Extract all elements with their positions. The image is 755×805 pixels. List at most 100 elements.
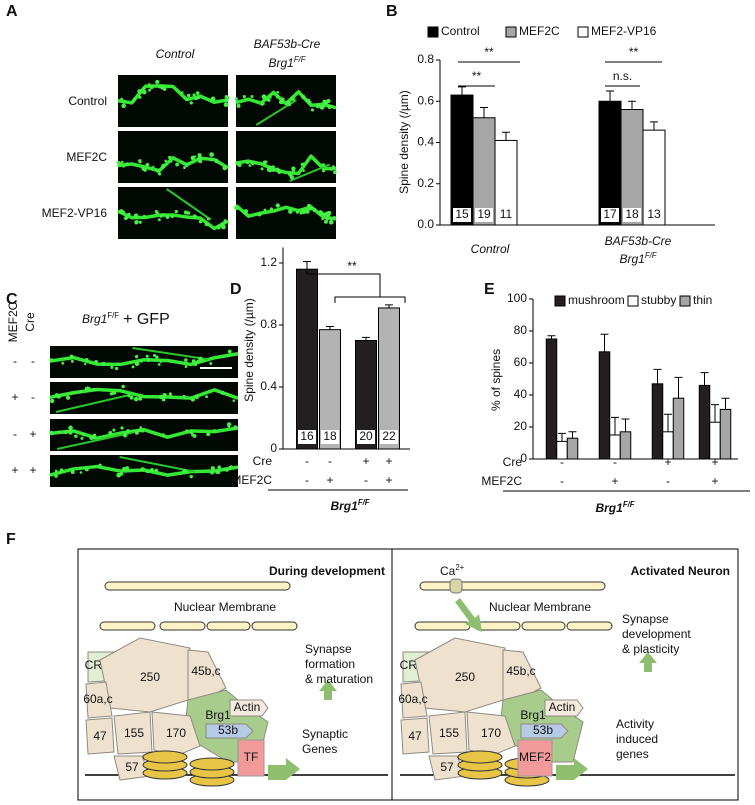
spine xyxy=(162,87,167,91)
spine xyxy=(57,430,61,434)
condition-label: Cre xyxy=(253,454,273,468)
bar xyxy=(296,268,318,450)
nuclear-membrane xyxy=(251,621,298,631)
sign: + xyxy=(362,454,369,468)
spine xyxy=(242,95,246,99)
spine xyxy=(54,469,58,473)
spine xyxy=(312,207,317,213)
spine xyxy=(65,395,71,400)
spine xyxy=(281,97,285,101)
nuclear-membrane xyxy=(566,621,613,631)
subunit-label: 170 xyxy=(166,726,186,740)
spine xyxy=(196,95,201,100)
ion-channel xyxy=(449,578,463,594)
spine xyxy=(275,203,280,208)
spine xyxy=(301,95,306,100)
count-box xyxy=(497,208,515,222)
spine xyxy=(262,160,267,165)
spine xyxy=(266,98,269,102)
spine xyxy=(120,97,124,101)
group-label-gene: Brg1 xyxy=(595,501,623,515)
dendrite-branch xyxy=(166,188,212,221)
spine xyxy=(117,362,120,366)
spine xyxy=(157,218,161,222)
spine xyxy=(260,167,264,171)
spine xyxy=(209,362,213,365)
outcome-label: formation xyxy=(305,657,355,671)
spine xyxy=(153,353,157,358)
count-box xyxy=(357,430,375,444)
spine xyxy=(192,214,197,219)
spine xyxy=(184,365,188,369)
count-label: 22 xyxy=(382,429,396,443)
count-box xyxy=(623,208,641,222)
spine xyxy=(234,97,238,101)
spine xyxy=(226,392,230,396)
y-tick-label: 0.8 xyxy=(260,317,277,331)
column-header: BAF53b-Cre xyxy=(254,37,321,51)
transcription-factor xyxy=(517,739,553,777)
panel-title: Brg1F/F + GFP xyxy=(82,311,170,329)
spine xyxy=(279,99,284,105)
spine xyxy=(261,94,267,100)
spine xyxy=(79,471,83,474)
subunit-label: 155 xyxy=(439,726,459,740)
nuclear-membrane xyxy=(99,621,156,631)
y-tick-label: 0.0 xyxy=(417,217,434,231)
spine xyxy=(141,89,147,95)
sign: - xyxy=(666,474,670,488)
error-bar xyxy=(606,90,614,102)
gene-arrow xyxy=(268,758,300,780)
spine xyxy=(138,396,143,401)
significance-label: ** xyxy=(472,69,482,83)
sign: - xyxy=(560,455,564,469)
spine xyxy=(125,429,131,434)
genes-label: Synaptic xyxy=(302,727,348,741)
spine xyxy=(227,349,232,354)
spine xyxy=(198,159,203,164)
spine xyxy=(101,361,106,366)
nuclear-membrane xyxy=(474,621,521,631)
legend-label: MEF2-VP16 xyxy=(591,24,657,38)
spine xyxy=(165,215,170,219)
spine xyxy=(127,394,131,398)
sign: + xyxy=(11,463,18,477)
diagram-title: During development xyxy=(269,564,385,578)
bar xyxy=(378,307,400,450)
nuclear-membrane xyxy=(521,621,566,631)
spine xyxy=(210,466,215,471)
spine xyxy=(220,390,225,395)
bar xyxy=(672,397,685,460)
superscript: F/F xyxy=(645,251,658,260)
y-tick-label: 0.2 xyxy=(417,176,434,190)
spine xyxy=(307,203,312,208)
spine xyxy=(145,354,149,358)
spine xyxy=(84,467,89,472)
spine xyxy=(79,390,83,394)
spine xyxy=(98,463,102,467)
spine xyxy=(137,428,141,433)
panel-label: C xyxy=(6,291,18,308)
sign: - xyxy=(305,454,309,468)
panel-label: A xyxy=(6,3,18,20)
gene-arrow xyxy=(556,758,588,780)
subunit-label: 45b,c xyxy=(506,664,535,678)
panel-title-gene: Brg1 xyxy=(82,312,107,326)
error-bar xyxy=(568,431,577,439)
legend-swatch xyxy=(679,295,691,307)
subunit-label: Actin xyxy=(234,700,261,714)
genes-label: Activity xyxy=(616,717,654,731)
complex-subunit xyxy=(151,711,201,757)
dendrite-branch xyxy=(119,456,196,473)
spine xyxy=(157,172,162,176)
y-tick-label: 20 xyxy=(514,419,528,433)
spine xyxy=(149,85,154,90)
spine xyxy=(263,208,267,212)
subunit-label: 57 xyxy=(125,760,139,774)
spine xyxy=(155,79,160,84)
spine xyxy=(333,170,337,175)
sign: + xyxy=(29,427,36,441)
spine xyxy=(155,355,159,359)
count-box xyxy=(645,208,663,222)
count-label: 18 xyxy=(625,207,639,221)
